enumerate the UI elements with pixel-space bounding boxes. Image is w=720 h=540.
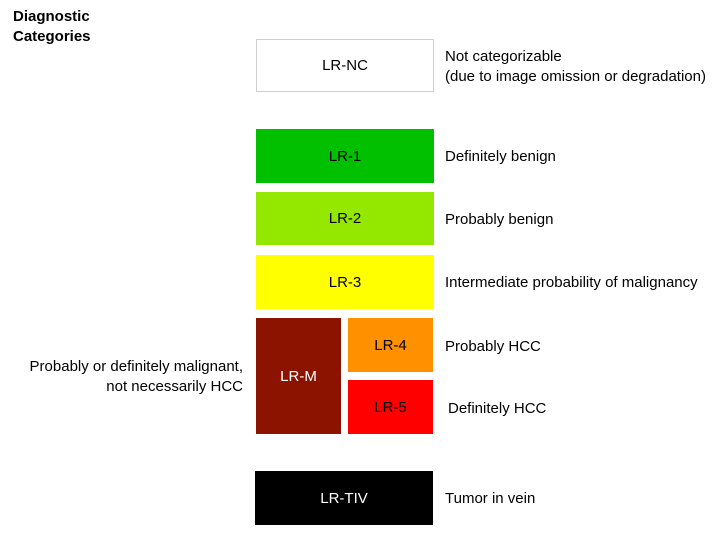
description-line-1: Not categorizable (445, 48, 562, 65)
category-label-lr-tiv: LR-TIV (320, 489, 368, 507)
category-description-lr-4: Probably HCC (445, 338, 541, 355)
category-label-lr-m: LR-M (280, 367, 317, 385)
category-label-lr-3: LR-3 (328, 273, 362, 291)
category-description-lr-5: Definitely HCC (448, 400, 547, 417)
category-label-lr-4: LR-4 (374, 336, 407, 354)
category-label-lr-1: LR-1 (328, 147, 362, 165)
heading-line-1: Diagnostic (13, 8, 90, 25)
category-description-lr-1: Definitely benign (445, 148, 556, 165)
side-note-line-1: Probably or definitely malignant, (29, 358, 243, 375)
lr-m-side-note: Probably or definitely malignant, not ne… (30, 357, 243, 397)
category-box-lr-4: LR-4 (348, 318, 433, 372)
category-box-lr-m: LR-M (256, 318, 341, 434)
category-box-lr-3: LR-3 (256, 255, 434, 309)
heading-line-2: Categories (13, 28, 91, 45)
category-box-lr-1: LR-1 (256, 129, 434, 183)
category-box-lr-tiv: LR-TIV (255, 471, 433, 525)
side-note-line-2: not necessarily HCC (106, 378, 243, 395)
category-label-lr-2: LR-2 (328, 210, 362, 227)
category-label-lr-5: LR-5 (374, 398, 407, 416)
category-box-lr-nc: LR-NC (256, 39, 434, 92)
diagnostic-categories-heading: Diagnostic Categories (13, 7, 173, 47)
category-description-lr-3: Intermediate probability of malignancy (445, 274, 698, 291)
category-box-lr-2: LR-2 (256, 192, 434, 245)
category-box-lr-5: LR-5 (348, 380, 433, 434)
category-description-lr-2: Probably benign (445, 211, 554, 228)
description-line-2: (due to image omission or degradation) (445, 68, 706, 85)
category-description-lr-nc: Not categorizable (due to image omission… (445, 47, 706, 87)
category-description-lr-tiv: Tumor in vein (445, 490, 536, 507)
category-label-lr-nc: LR-NC (322, 57, 368, 74)
